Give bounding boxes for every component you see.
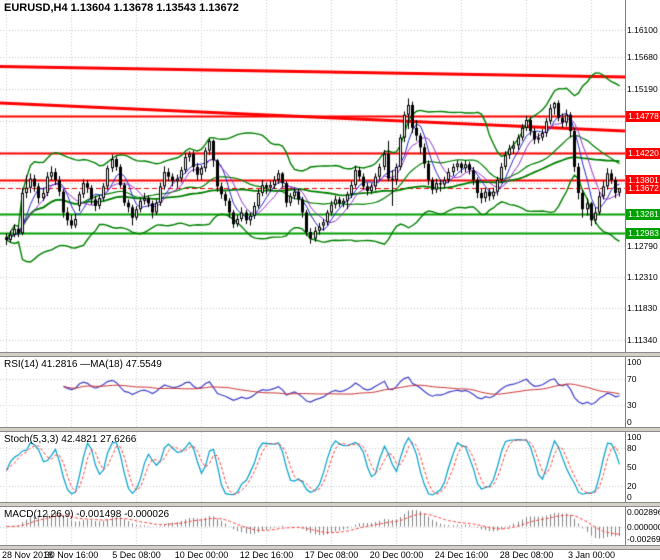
macd-axis[interactable]: 0.002896 0.000000 -0.002693 [625, 507, 660, 545]
price-axis-label: 1.15680 [627, 52, 658, 63]
time-label: 5 Dec 08:00 [112, 550, 161, 560]
macd-indicator-label: MACD(12,26,9) -0.001498 -0.000026 [4, 509, 170, 520]
time-label: 24 Dec 16:00 [434, 550, 489, 560]
rsi-axis[interactable]: 100 70 30 0 [625, 357, 660, 427]
macd-panel: MACD(12,26,9) -0.001498 -0.000026 0.0028… [0, 507, 660, 545]
panel-divider[interactable] [0, 427, 660, 432]
price-badge: 1.12983 [626, 228, 660, 240]
price-axis-label: 1.11830 [627, 303, 658, 314]
stochastic-axis-label: 100 [627, 432, 642, 442]
macd-axis-label: 0.000000 [627, 521, 660, 532]
rsi-axis-label: 100 [627, 357, 642, 367]
stochastic-axis-label: 50 [627, 462, 637, 472]
stochastic-axis-label: 0 [627, 492, 632, 502]
time-label: 12 Dec 16:00 [239, 550, 294, 560]
rsi-panel: RSI(14) 41.2816 —MA(18) 47.5549 100 70 30 0 [0, 357, 660, 427]
rsi-canvas[interactable] [0, 357, 625, 427]
stochastic-axis-label: 20 [627, 481, 637, 492]
time-label: 20 Dec 00:00 [369, 550, 424, 560]
chart-title: EURUSD,H4 1.13604 1.13678 1.13543 1.1367… [4, 2, 239, 14]
time-label: 10 Dec 00:00 [174, 550, 229, 560]
price-axis-label: 1.12310 [627, 271, 658, 282]
stochastic-canvas[interactable] [0, 432, 625, 502]
panel-divider[interactable] [0, 502, 660, 507]
time-label: 3 Jan 00:00 [567, 550, 616, 560]
price-badge: 1.14778 [626, 111, 660, 123]
panel-divider[interactable] [0, 545, 660, 550]
rsi-axis-label: 0 [627, 417, 632, 427]
price-axis-label: 1.12790 [627, 240, 658, 251]
rsi-axis-label: 70 [627, 374, 637, 385]
panel-divider[interactable] [0, 352, 660, 357]
price-axis-label: 1.16100 [627, 25, 658, 36]
price-axis-label: 1.15190 [627, 84, 658, 95]
stochastic-axis[interactable]: 100 80 50 20 0 [625, 432, 660, 502]
price-chart-canvas[interactable] [0, 0, 625, 352]
stochastic-indicator-label: Stoch(5,3,3) 42.4821 27.6266 [4, 434, 137, 445]
rsi-axis-label: 30 [627, 399, 637, 410]
price-badge: 1.13672 [626, 183, 660, 195]
time-label: 28 Dec 08:00 [499, 550, 554, 560]
stochastic-axis-label: 80 [627, 442, 637, 453]
macd-axis-label: 0.002896 [627, 507, 660, 517]
price-badge: 1.13281 [626, 208, 660, 220]
rsi-indicator-label: RSI(14) 41.2816 —MA(18) 47.5549 [4, 359, 162, 370]
time-label: 30 Nov 16:00 [44, 550, 99, 560]
time-label: 28 Nov 2018 [2, 550, 54, 560]
time-axis[interactable]: 28 Nov 2018 30 Nov 16:00 5 Dec 08:00 10 Dec… [0, 550, 660, 560]
macd-axis-label: -0.002693 [627, 534, 660, 544]
time-label: 17 Dec 08:00 [304, 550, 359, 560]
macd-canvas[interactable] [0, 507, 625, 545]
price-axis[interactable]: 1.16100 1.15680 1.15190 1.12790 1.12310 1.118… [625, 0, 660, 352]
price-badge: 1.13801 [626, 174, 660, 186]
price-axis-label: 1.11340 [627, 335, 658, 346]
stochastic-panel: Stoch(5,3,3) 42.4821 27.6266 100 80 50 20 0 [0, 432, 660, 502]
price-badge: 1.14220 [626, 147, 660, 159]
price-chart-panel: EURUSD,H4 1.13604 1.13678 1.13543 1.1367… [0, 0, 660, 352]
